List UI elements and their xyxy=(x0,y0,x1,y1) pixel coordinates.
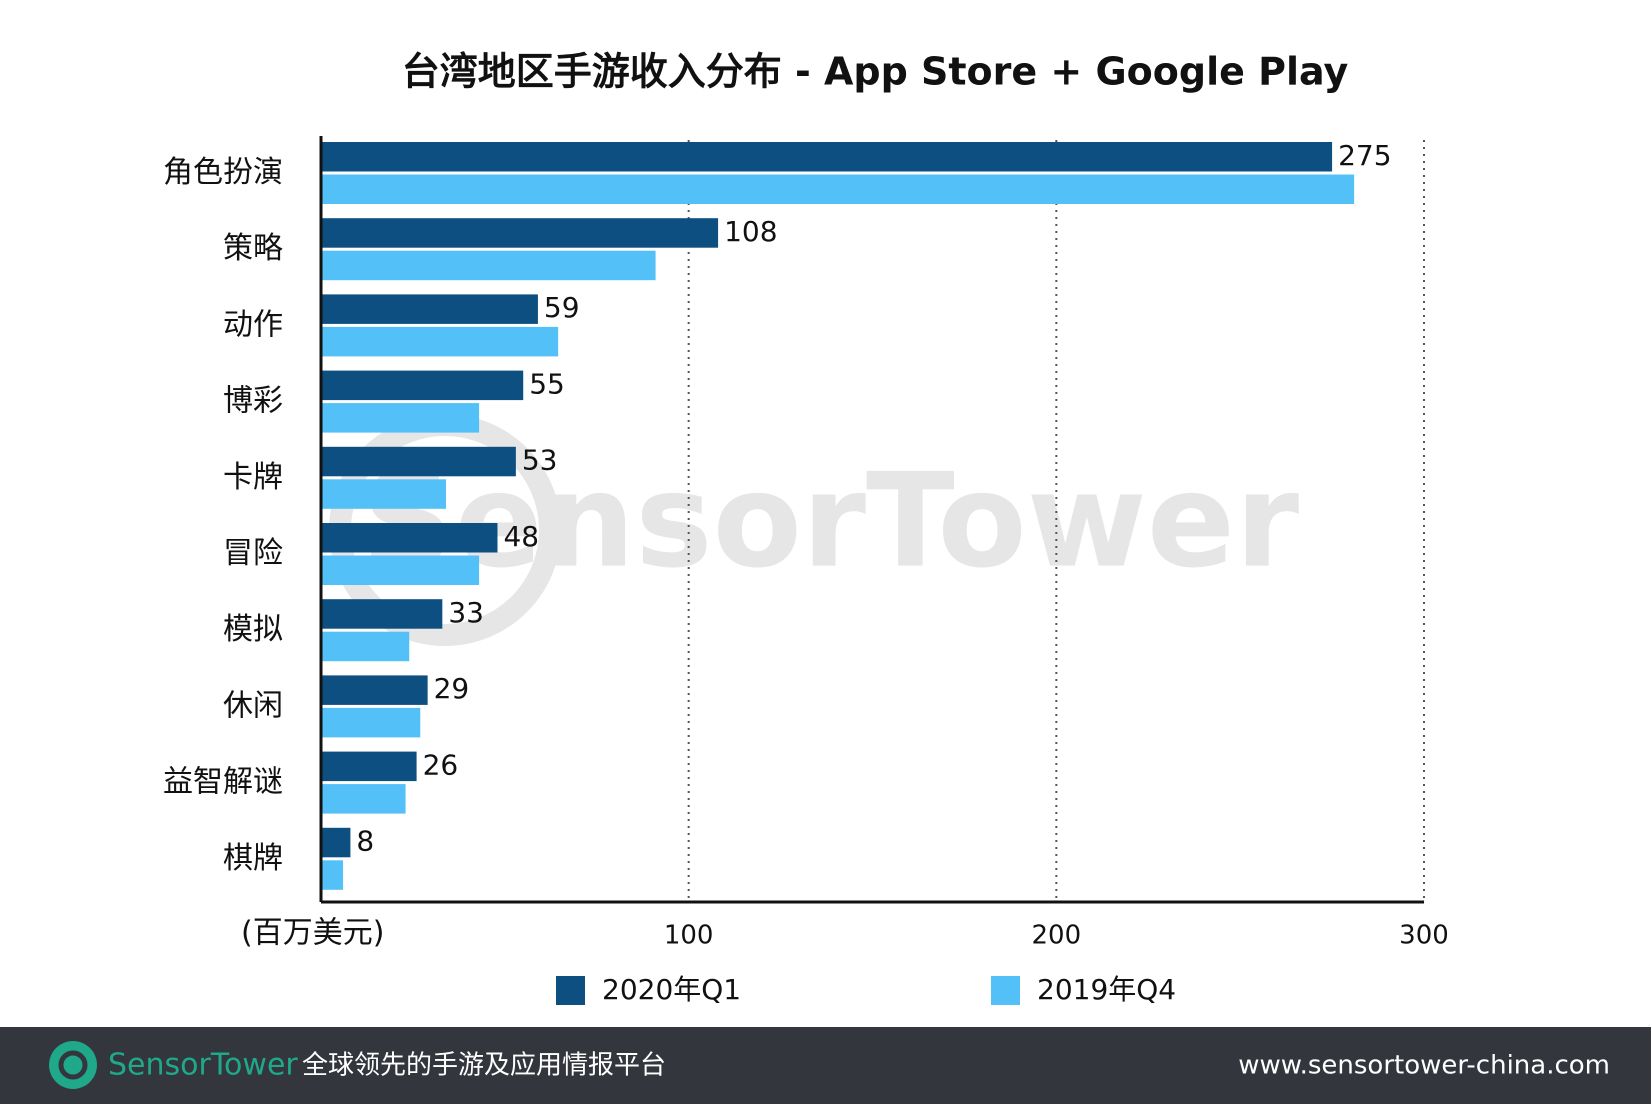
x-tick-label: 200 xyxy=(1032,921,1082,951)
data-label: 53 xyxy=(522,444,558,477)
y-tick-label: 休闲 xyxy=(223,688,283,723)
bar xyxy=(321,370,524,401)
bar xyxy=(321,479,447,509)
y-tick-label: 益智解谜 xyxy=(163,765,283,800)
bar xyxy=(321,751,417,782)
plot: 100 200 300 (百万美元) 角色扮演 275 策略 108 动作 59 博彩 55 卡牌 53 冒… xyxy=(163,136,1449,1006)
legend-swatch xyxy=(991,976,1020,1005)
data-label: 8 xyxy=(356,825,374,858)
y-tick-label: 动作 xyxy=(223,307,283,342)
bar xyxy=(321,446,516,477)
bar xyxy=(321,326,559,357)
footer-brand: SensorTower xyxy=(108,1048,298,1083)
y-tick-label: 模拟 xyxy=(223,612,283,647)
data-label: 29 xyxy=(434,672,470,705)
y-tick-label: 卡牌 xyxy=(223,460,283,495)
bar xyxy=(321,523,498,553)
bar xyxy=(321,142,1333,172)
y-tick-label: 冒险 xyxy=(223,536,283,571)
y-tick-label: 角色扮演 xyxy=(163,155,283,190)
data-label: 59 xyxy=(544,291,580,324)
bar xyxy=(321,555,480,585)
y-tick-label: 棋牌 xyxy=(223,841,283,876)
bar xyxy=(321,294,538,324)
data-label: 26 xyxy=(423,748,459,781)
chart-title: 台湾地区手游收入分布 - App Store + Google Play xyxy=(402,50,1349,94)
bar xyxy=(321,675,428,705)
legend-label: 2020年Q1 xyxy=(602,973,741,1006)
bar xyxy=(321,403,480,433)
bar xyxy=(321,827,351,858)
x-axis-label: (百万美元) xyxy=(241,916,384,951)
x-tick-label: 100 xyxy=(664,921,714,951)
y-tick-label: 博彩 xyxy=(223,384,283,419)
bar xyxy=(321,707,421,738)
bar xyxy=(321,631,410,662)
x-tick-label: 300 xyxy=(1399,921,1449,951)
bar xyxy=(321,860,344,890)
footer-bar xyxy=(0,1027,1651,1104)
watermark: SensorTower xyxy=(361,445,1299,597)
footer-logo-inner xyxy=(58,1050,88,1080)
bar xyxy=(321,250,656,281)
data-label: 33 xyxy=(448,596,484,629)
footer-logo xyxy=(49,1041,97,1089)
bar xyxy=(321,174,1355,204)
bar xyxy=(321,599,443,629)
bar xyxy=(321,218,719,248)
footer-tagline: 全球领先的手游及应用情报平台 xyxy=(302,1051,666,1081)
y-tick-label: 策略 xyxy=(223,231,283,266)
data-label: 275 xyxy=(1338,139,1391,172)
legend-swatch xyxy=(556,976,585,1005)
bar xyxy=(321,784,406,814)
data-label: 108 xyxy=(724,215,777,248)
data-label: 55 xyxy=(529,367,565,400)
footer-url: www.sensortower-china.com xyxy=(1238,1051,1610,1081)
legend-label: 2019年Q4 xyxy=(1037,973,1176,1006)
data-label: 48 xyxy=(503,520,539,553)
